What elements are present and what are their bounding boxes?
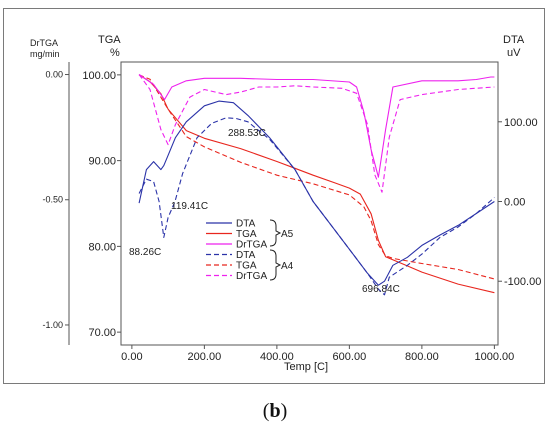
dta-tick-label: -100.00 (504, 276, 541, 288)
tga-tick-label: 80.00 (88, 241, 116, 253)
drtga-tick-label: -1.00 (42, 320, 63, 330)
series-dta-a5 (138, 100, 495, 286)
drtga-axis-unit: mg/min (30, 49, 60, 59)
plot-area (120, 61, 499, 346)
legend-label: DTA (236, 250, 256, 261)
panel-caption: (b) (262, 400, 288, 422)
legend-label: DrTGA (236, 240, 267, 251)
dta-tick-label: 100.00 (504, 117, 538, 129)
dta-axis-unit: uV (507, 47, 521, 59)
series-dta-a4 (138, 117, 495, 296)
legend-label: DrTGA (236, 271, 267, 282)
x-axis-title: Temp [C] (284, 361, 328, 373)
series-drtga-a4 (138, 74, 495, 193)
series-drtga-a5 (138, 74, 495, 178)
x-tick-label: 600.00 (333, 351, 367, 363)
drtga-tick-label: -0.50 (42, 195, 63, 205)
series-tga-a4 (138, 74, 495, 280)
x-tick-label: 400.00 (260, 351, 294, 363)
annotation-88c: 88.26C (129, 247, 161, 258)
annotation-288c: 288.53C (228, 128, 266, 139)
legend-bracket-a5 (269, 219, 282, 247)
tga-tick-label: 90.00 (88, 156, 116, 168)
annotation-696c: 696.84C (362, 284, 400, 295)
drtga-tick-label: 0.00 (45, 70, 63, 80)
legend-bracket-a4 (269, 249, 282, 281)
figure-frame (3, 8, 545, 384)
series-tga-a5 (138, 74, 495, 294)
legend-group-a5: A5 (281, 229, 294, 240)
x-tick-label: 0.00 (121, 351, 142, 363)
tga-tick-label: 100.00 (82, 70, 116, 82)
tga-tick-label: 70.00 (88, 327, 116, 339)
legend-label: DTA (236, 219, 256, 230)
legend-label: TGA (236, 261, 257, 272)
x-tick-label: 200.00 (188, 351, 222, 363)
x-tick-label: 800.00 (405, 351, 439, 363)
tga-axis-title: TGA (98, 34, 121, 46)
legend-group-a4: A4 (281, 261, 294, 272)
dta-tick-label: 0.00 (504, 197, 525, 209)
x-tick-label: 1000.00 (474, 351, 514, 363)
panel-letter: b (269, 400, 281, 422)
tga-axis-unit: % (110, 47, 120, 59)
legend-label: TGA (236, 229, 257, 240)
dta-axis-title: DTA (503, 34, 525, 46)
annotation-119c: 119.41C (171, 201, 208, 212)
drtga-axis-title: DrTGA (30, 38, 58, 48)
